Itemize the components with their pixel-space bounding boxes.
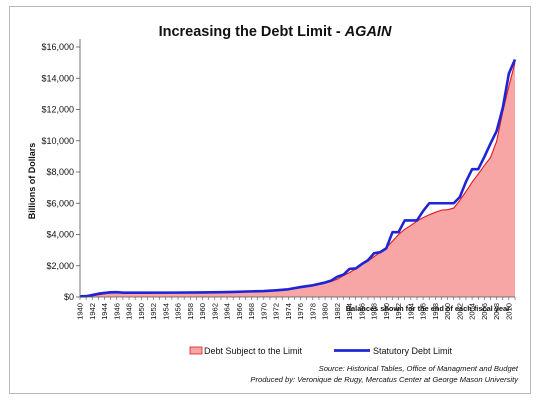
x-tick-label: 1996 <box>419 303 428 320</box>
legend: Debt Subject to the Limit Statutory Debt… <box>189 346 453 356</box>
x-tick-label: 1954 <box>161 303 170 320</box>
y-tick-label: $2,000 <box>46 261 74 271</box>
x-tick-label: 1942 <box>88 303 97 320</box>
x-tick-label: 1946 <box>112 303 121 320</box>
plot-area: $0 $2,000 $4,000 $6,000 $8,000 $10,000 $12,000… <box>41 39 517 320</box>
x-tick-label: 1994 <box>406 303 415 320</box>
y-tick-label: $6,000 <box>46 198 74 208</box>
x-tick-label: 1956 <box>174 303 183 320</box>
x-tick-label: 1986 <box>357 303 366 320</box>
x-tick-label: 1982 <box>333 303 342 320</box>
y-tick-label: $8,000 <box>46 167 74 177</box>
x-tick-label: 1992 <box>394 303 403 320</box>
x-tick-label: 1944 <box>100 303 109 320</box>
chart-title-main: Increasing the Debt Limit - <box>159 24 345 40</box>
x-tick-label: 2000 <box>443 303 452 320</box>
source-line: Source: Historical Tables, Office of Man… <box>319 364 519 373</box>
legend-swatch-debt-subject <box>189 346 203 355</box>
chart-title-accent: AGAIN <box>344 24 392 40</box>
chart-frame: Increasing the Debt Limit - AGAIN Billio… <box>9 6 531 394</box>
x-tick-label: 2004 <box>468 303 477 320</box>
x-tick-label: 1990 <box>382 303 391 320</box>
y-axis-title: Billions of Dollars <box>27 143 37 220</box>
y-tick-label: $12,000 <box>41 105 74 115</box>
source-text: Historical Tables, Office of Managment a… <box>347 364 519 373</box>
series-debt-subject-area <box>80 62 515 297</box>
x-tick-label: 1976 <box>296 303 305 320</box>
x-tick-label: 1948 <box>125 303 134 320</box>
y-tick-label: $16,000 <box>41 42 74 52</box>
x-tick-label: 2010 <box>504 303 513 320</box>
x-tick-label: 1962 <box>210 303 219 320</box>
x-tick-label: 1980 <box>321 303 330 320</box>
y-tick-label: $4,000 <box>46 230 74 240</box>
produced-by-line: Produced by: Veronique de Rugy, Mercatus… <box>250 375 519 384</box>
legend-label-debt-subject: Debt Subject to the Limit <box>204 346 303 356</box>
x-tick-label: 1964 <box>223 303 232 320</box>
x-tick-label: 1972 <box>272 303 281 320</box>
x-tick-label: 1974 <box>284 303 293 320</box>
x-tick-label: 2008 <box>492 303 501 320</box>
x-tick-label: 2006 <box>480 303 489 320</box>
chart-title: Increasing the Debt Limit - AGAIN <box>159 24 392 40</box>
x-tick-label: 1998 <box>431 303 440 320</box>
debt-limit-chart: Increasing the Debt Limit - AGAIN Billio… <box>27 24 519 384</box>
x-tick-label: 2002 <box>455 303 464 320</box>
x-tick-label: 1966 <box>235 303 244 320</box>
series-statutory-limit-line <box>79 58 517 298</box>
source-label: Source: <box>319 364 347 373</box>
x-tick-label: 1984 <box>345 303 354 320</box>
x-tick-label: 1940 <box>76 303 85 320</box>
legend-label-statutory-limit: Statutory Debt Limit <box>373 346 453 356</box>
x-tick-label: 1968 <box>247 303 256 320</box>
x-tick-label: 1988 <box>370 303 379 320</box>
x-tick-label: 1952 <box>149 303 158 320</box>
y-tick-label: $14,000 <box>41 73 74 83</box>
y-tick-label: $10,000 <box>41 136 74 146</box>
x-tick-label: 1950 <box>137 303 146 320</box>
fiscal-year-note: Balances shown for the end of each fisca… <box>346 304 510 313</box>
x-tick-label: 1970 <box>259 303 268 320</box>
x-tick-label: 1960 <box>198 303 207 320</box>
x-tick-label: 1978 <box>308 303 317 320</box>
y-tick-label: $0 <box>64 292 74 302</box>
x-tick-label: 1958 <box>186 303 195 320</box>
